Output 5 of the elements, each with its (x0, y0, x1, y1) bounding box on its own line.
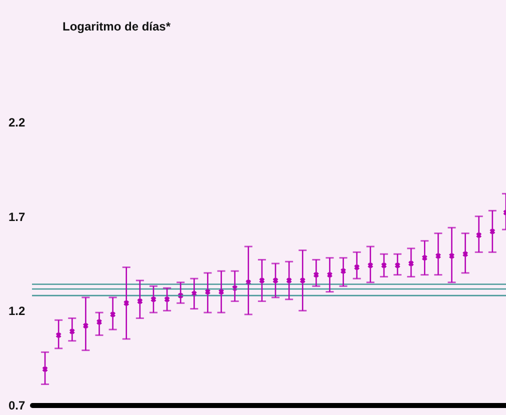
chart-title: Logaritmo de días* (62, 20, 171, 34)
y-tick-label: 1.7 (8, 210, 26, 224)
y-tick-label: 1.2 (8, 304, 26, 318)
y-tick-label: 2.2 (8, 116, 26, 130)
y-tick-label: 0.7 (8, 398, 26, 412)
